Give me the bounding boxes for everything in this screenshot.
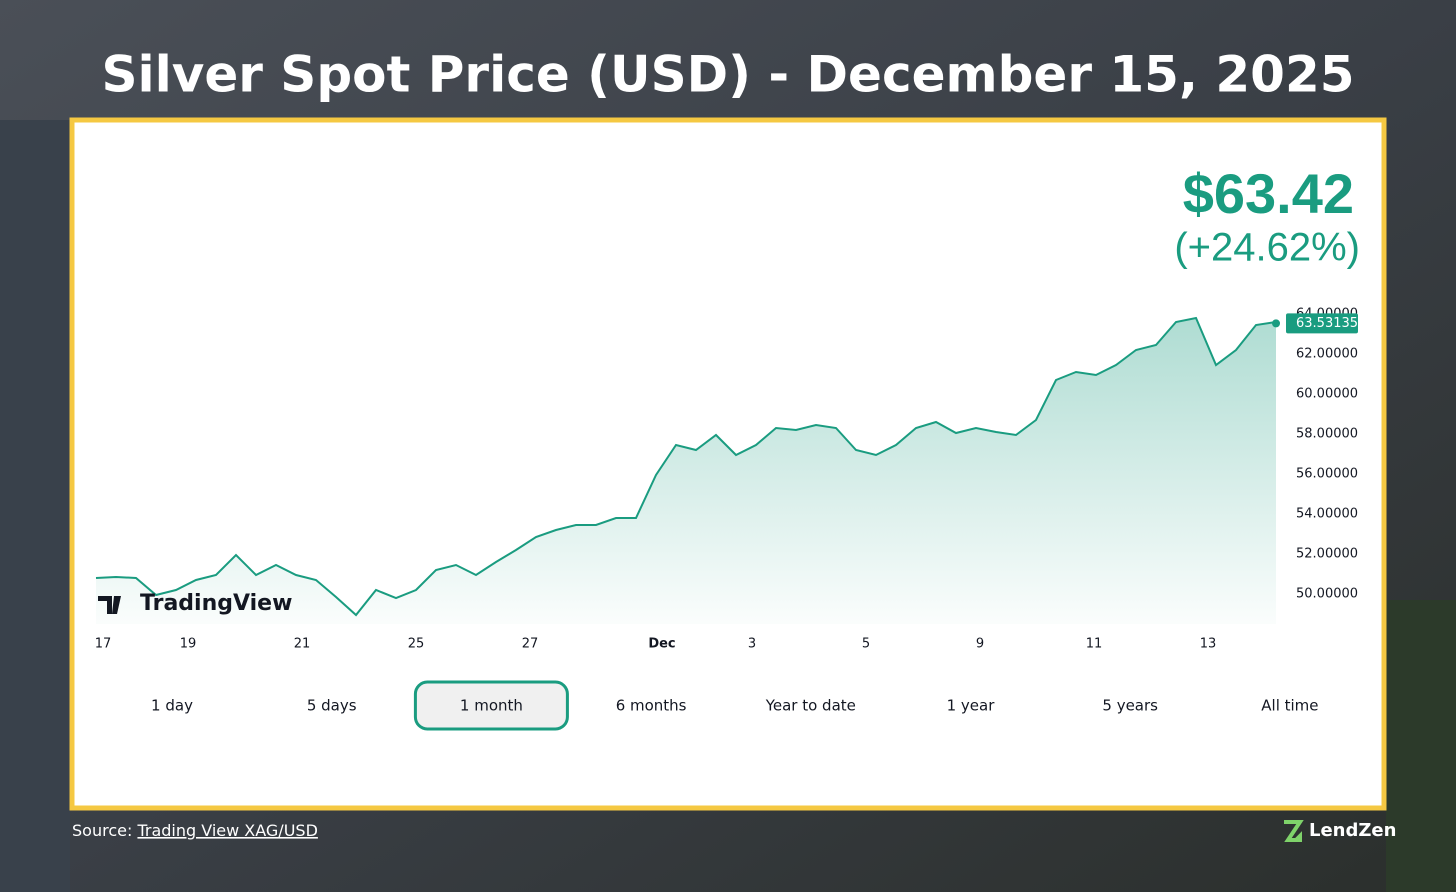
range-button[interactable]: Year to date: [765, 697, 856, 715]
x-tick-label: 17: [95, 637, 112, 652]
x-tick-label: 27: [522, 637, 539, 652]
x-tick-label: 21: [294, 637, 311, 652]
x-tick-label: 19: [180, 637, 197, 652]
x-tick-label: 13: [1200, 637, 1217, 652]
source: Source: Trading View XAG/USD: [72, 821, 318, 840]
range-button[interactable]: 1 day: [151, 697, 193, 715]
range-button[interactable]: 1 month: [460, 697, 523, 715]
price-line: [95, 316, 1277, 617]
last-price-label: 63.53135: [1296, 316, 1358, 331]
range-button[interactable]: 1 year: [947, 697, 996, 715]
watermark: TradingView: [140, 591, 292, 616]
range-button[interactable]: 5 days: [307, 697, 357, 715]
title: Silver Spot Price (USD) - December 15, 2…: [101, 46, 1354, 104]
area: [96, 318, 1276, 624]
range-button[interactable]: All time: [1261, 697, 1318, 715]
range-buttons: 1 day 5 days 1 month 6 months Year to date 1 …: [151, 680, 1319, 731]
watermark-logo: [98, 596, 121, 614]
range-button[interactable]: 6 months: [616, 697, 687, 715]
x-tick-label: 5: [862, 637, 870, 652]
price: $63.42: [1183, 162, 1354, 225]
brand: LendZen: [1309, 820, 1396, 841]
house-wall: [0, 120, 70, 892]
range-button[interactable]: 5 years: [1102, 697, 1158, 715]
trees: [1386, 600, 1456, 892]
source-link[interactable]: Trading View XAG/USD: [136, 821, 317, 840]
x-tick-label: 3: [748, 637, 756, 652]
y-tick-label: 56.00000: [1296, 467, 1358, 482]
x-tick-label: Dec: [648, 637, 675, 652]
y-tick-label: 58.00000: [1296, 427, 1358, 442]
x-tick-label: 11: [1086, 637, 1103, 652]
y-tick-label: 54.00000: [1296, 507, 1358, 522]
change: (+24.62%): [1174, 226, 1360, 270]
last-price-box: [1286, 313, 1358, 334]
y-tick-label: 60.00000: [1296, 387, 1358, 402]
source-prefix: Source:: [72, 821, 132, 840]
brand-logo: [1284, 820, 1304, 842]
y-tick-label: 52.00000: [1296, 547, 1358, 562]
plot: 50.00000 52.00000 54.00000 56.00000 58.00000…: [95, 307, 1358, 652]
x-tick-label: 25: [408, 637, 425, 652]
range-button-selected[interactable]: [413, 680, 569, 731]
x-tick-label: 9: [976, 637, 984, 652]
y-tick-label: 62.00000: [1296, 347, 1358, 362]
y-tick-label: 50.00000: [1296, 587, 1358, 602]
last-point: [1272, 319, 1280, 328]
